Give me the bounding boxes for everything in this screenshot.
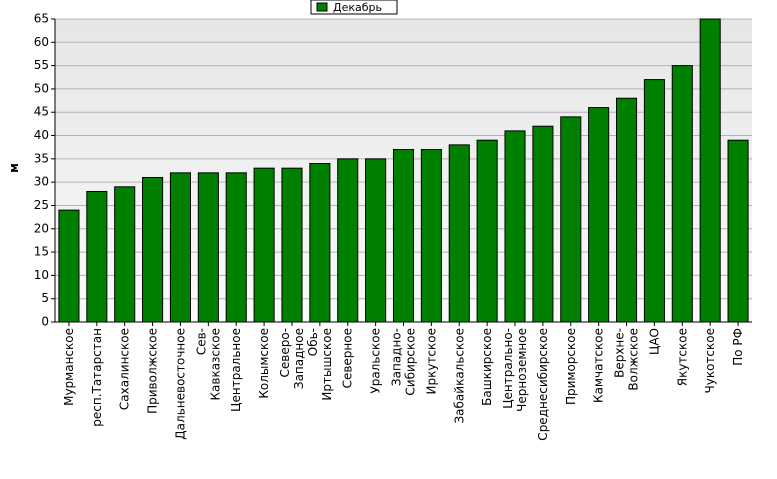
x-tick-label: Сахалинское [118, 328, 132, 410]
bar [671, 65, 693, 323]
x-tick-label: Мурманское [62, 328, 76, 406]
bar [588, 107, 610, 323]
x-tick-label: Уральское [369, 328, 383, 394]
y-tick-label: 30 [34, 175, 49, 189]
y-tick-label: 55 [34, 58, 49, 72]
bar [225, 172, 247, 323]
y-tick-label: 35 [34, 151, 49, 165]
bar [476, 139, 498, 323]
bar [58, 209, 80, 323]
x-tick-label: Приволжское [146, 328, 160, 414]
x-tick-label: Приморское [564, 328, 578, 405]
y-tick-label: 40 [34, 128, 49, 142]
bar [560, 116, 582, 323]
x-tick-label: Северное [341, 328, 355, 388]
y-tick-label: 15 [34, 245, 49, 259]
bar [699, 18, 721, 323]
bar [392, 149, 415, 323]
bar [448, 144, 470, 323]
y-tick-label: 45 [34, 105, 49, 119]
x-tick-label: Среднесибирское [536, 328, 550, 441]
bar [643, 79, 665, 323]
x-tick-label: Башкирское [480, 328, 494, 406]
bar [616, 97, 638, 323]
legend: Декабрь [310, 0, 398, 15]
x-tick-label: Центрально-Черноземное [501, 328, 529, 412]
y-tick-label: 60 [34, 35, 49, 49]
bar [253, 167, 275, 323]
y-axis-label: м [7, 163, 21, 173]
bar [420, 149, 442, 323]
bar [197, 172, 219, 323]
x-tick-label: Сев-Кавказское [194, 328, 222, 401]
bar [532, 125, 554, 323]
x-tick-label: Иркутское [424, 328, 438, 395]
bar [281, 167, 303, 323]
x-tick-label: Забайкальское [452, 328, 466, 424]
bar [309, 163, 331, 323]
bar [504, 130, 526, 323]
x-tick-label: Северо-Западное [278, 328, 306, 389]
y-tick-label: 65 [34, 12, 49, 26]
x-tick-label: Западно-Сибирское [390, 328, 418, 396]
x-tick-label: респ.Татарстан [90, 328, 104, 427]
y-tick-label: 0 [41, 315, 49, 329]
x-tick-label: По РФ [731, 328, 745, 366]
y-tick-label: 25 [34, 198, 49, 212]
x-tick-label: Колымское [257, 328, 271, 399]
legend-label: Декабрь [333, 1, 382, 14]
x-tick-label: Чукотское [703, 328, 717, 393]
y-tick-label: 20 [34, 221, 49, 235]
y-tick-label: 5 [41, 291, 49, 305]
bar [169, 172, 191, 323]
legend-swatch [316, 2, 328, 12]
bar [365, 158, 387, 323]
x-tick-label: Верхне-Волжское [613, 328, 641, 391]
legend-box [310, 0, 398, 15]
bar [337, 158, 359, 323]
x-tick-label: Дальневосточное [173, 328, 187, 440]
x-tick-label: Якутское [675, 328, 689, 386]
bar [114, 186, 136, 323]
x-tick-label: Камчатское [592, 328, 606, 403]
x-tick-label: ЦАО [647, 328, 661, 355]
y-tick-label: 50 [34, 81, 49, 95]
x-tick-label: Центральное [229, 328, 243, 412]
bar [86, 190, 108, 323]
bar [142, 176, 164, 323]
bar [727, 139, 749, 323]
y-tick-label: 10 [34, 268, 49, 282]
x-tick-label: Обь-Иртышское [306, 328, 334, 401]
